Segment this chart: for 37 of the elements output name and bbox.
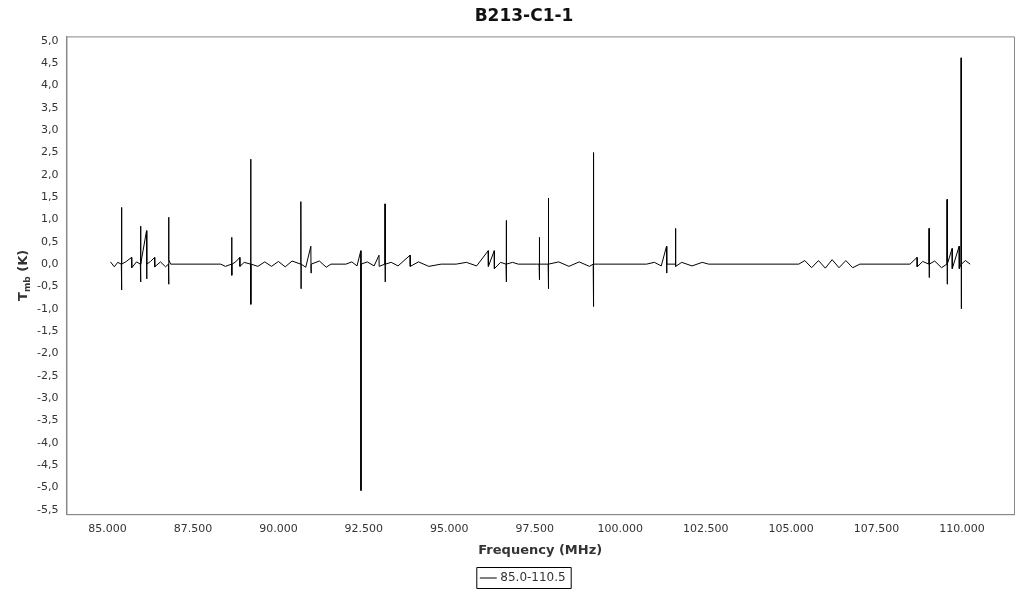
y-tick-label: -3,0 xyxy=(36,390,59,404)
x-tick-label: 90.000 xyxy=(259,521,298,535)
x-tick-label: 102.500 xyxy=(682,521,729,535)
y-tick-label: 2,0 xyxy=(40,167,59,181)
x-tick-label: 87.500 xyxy=(173,521,213,535)
y-tick-label: 2,5 xyxy=(40,145,59,159)
y-tick-label: 3,0 xyxy=(40,123,59,137)
y-tick-label: 5,0 xyxy=(40,33,59,47)
y-tick-label: -4,0 xyxy=(36,435,59,449)
y-tick-label: -0,5 xyxy=(36,279,59,293)
x-tick-label: 105.000 xyxy=(768,521,814,535)
x-tick-label: 95.000 xyxy=(430,521,469,535)
x-tick-label: 100.000 xyxy=(597,521,643,535)
y-axis-title: Tmb (K) xyxy=(15,249,33,301)
legend-label: 85.0-110.5 xyxy=(500,570,566,585)
y-tick-label: 1,5 xyxy=(40,190,59,204)
y-tick-label: 0,5 xyxy=(40,234,59,248)
y-tick-label: -1,0 xyxy=(36,301,59,315)
y-tick-label: -4,5 xyxy=(36,457,59,471)
y-tick-label: 0,0 xyxy=(40,257,59,270)
y-tick-label: -5,5 xyxy=(36,502,59,516)
x-tick-label: 110.000 xyxy=(939,521,985,535)
y-tick-label: 3,5 xyxy=(40,100,59,114)
y-tick-label: -3,5 xyxy=(36,413,59,427)
y-tick-label: 4,0 xyxy=(40,78,59,92)
y-tick-label: 4,5 xyxy=(40,56,59,70)
x-tick-label: 92.500 xyxy=(344,521,384,535)
x-tick-label: 107.500 xyxy=(853,521,900,535)
y-tick-label: -2,5 xyxy=(36,368,59,382)
x-tick-label: 85.000 xyxy=(88,521,127,535)
chart-title: B213-C1-1 xyxy=(474,4,574,25)
y-tick-label: -1,5 xyxy=(36,323,59,337)
y-tick-label: 1,0 xyxy=(40,212,59,226)
x-tick-label: 97.500 xyxy=(515,521,555,535)
y-tick-label: -5,0 xyxy=(36,480,59,494)
x-axis-title: Frequency (MHz) xyxy=(478,541,603,557)
y-tick-label: -2,0 xyxy=(36,346,59,360)
